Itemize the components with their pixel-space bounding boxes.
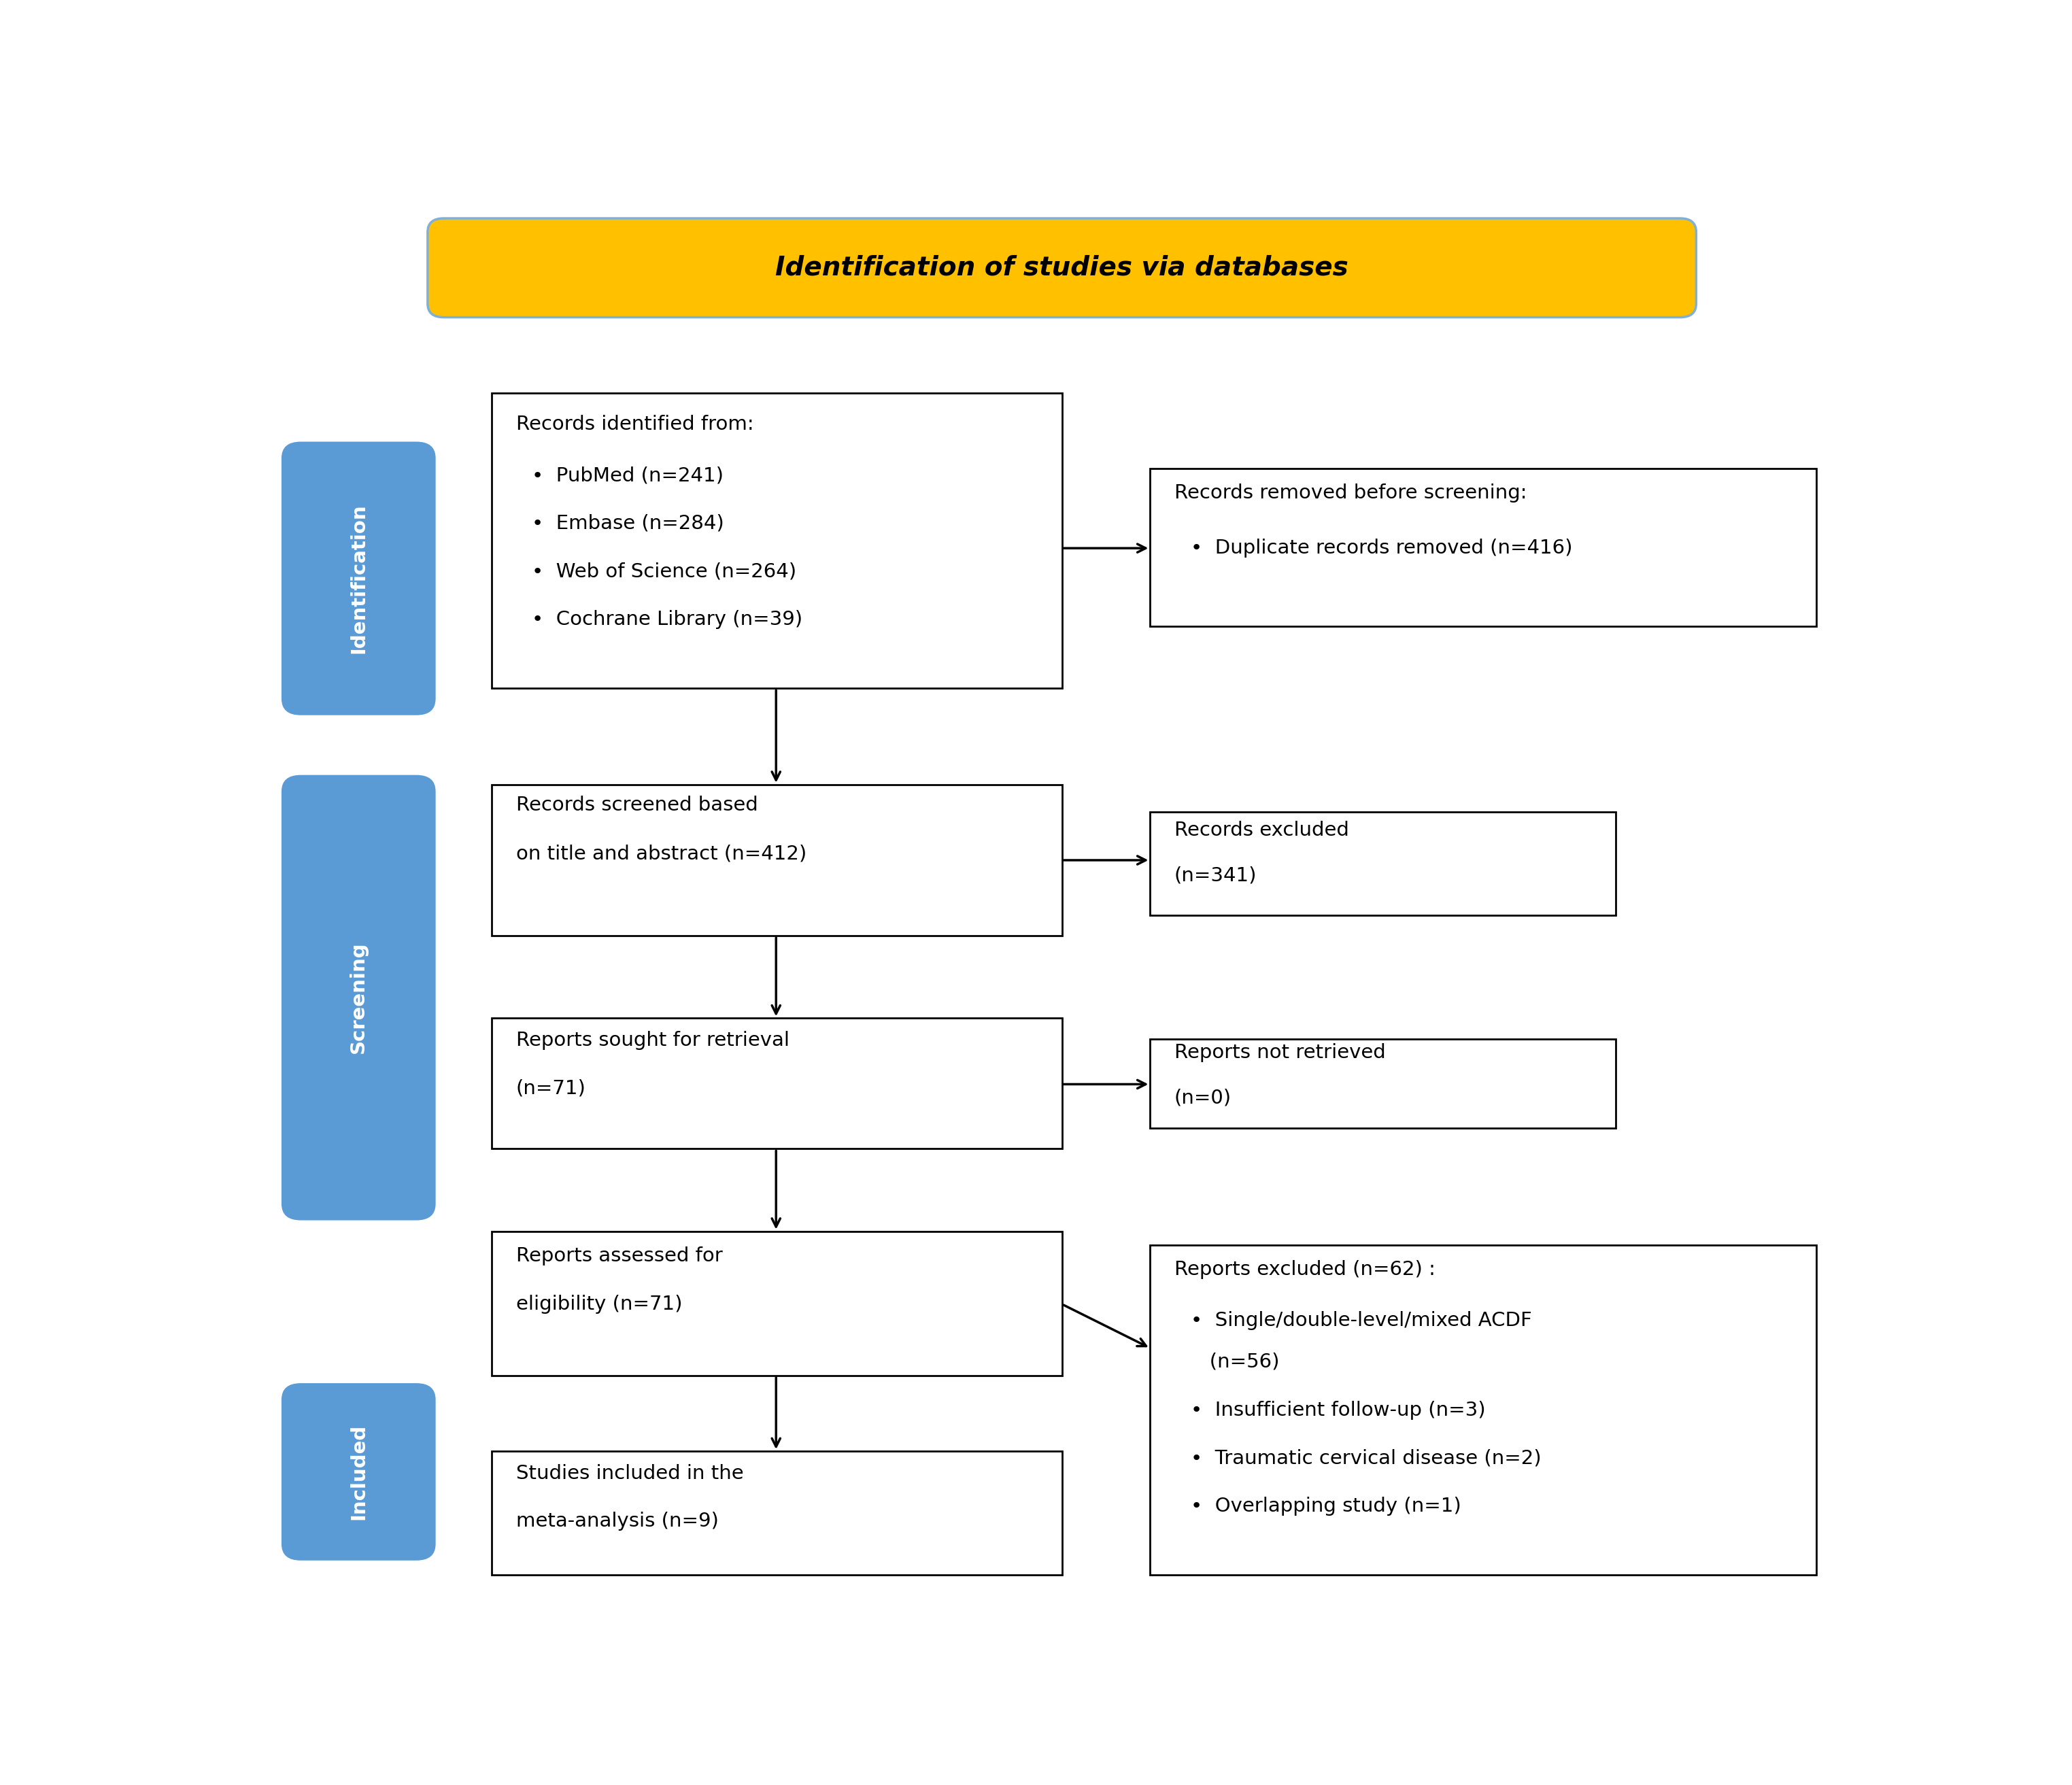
FancyBboxPatch shape — [491, 1017, 1061, 1150]
FancyBboxPatch shape — [282, 441, 435, 716]
Text: Reports excluded (n=62) :: Reports excluded (n=62) : — [1175, 1260, 1436, 1280]
Text: Records screened based: Records screened based — [516, 796, 758, 814]
Text: (n=0): (n=0) — [1175, 1089, 1231, 1107]
Text: Reports not retrieved: Reports not retrieved — [1175, 1042, 1386, 1062]
Text: eligibility (n=71): eligibility (n=71) — [516, 1294, 682, 1314]
Text: •  Cochrane Library (n=39): • Cochrane Library (n=39) — [533, 610, 802, 630]
Text: Screening: Screening — [348, 942, 369, 1053]
FancyBboxPatch shape — [1150, 1246, 1817, 1574]
Text: on title and abstract (n=412): on title and abstract (n=412) — [516, 844, 806, 862]
Text: Included: Included — [348, 1424, 369, 1519]
Text: Records removed before screening:: Records removed before screening: — [1175, 484, 1527, 503]
FancyBboxPatch shape — [282, 1383, 435, 1560]
Text: Identification: Identification — [348, 503, 369, 653]
FancyBboxPatch shape — [1150, 468, 1817, 627]
Text: Reports assessed for: Reports assessed for — [516, 1246, 723, 1266]
Text: (n=341): (n=341) — [1175, 866, 1258, 885]
Text: Reports sought for retrieval: Reports sought for retrieval — [516, 1030, 789, 1050]
Text: Records identified from:: Records identified from: — [516, 416, 754, 434]
Text: •  Traumatic cervical disease (n=2): • Traumatic cervical disease (n=2) — [1191, 1449, 1542, 1467]
Text: meta-analysis (n=9): meta-analysis (n=9) — [516, 1512, 719, 1532]
FancyBboxPatch shape — [282, 775, 435, 1221]
Text: •  Web of Science (n=264): • Web of Science (n=264) — [533, 562, 796, 582]
Text: (n=71): (n=71) — [516, 1078, 586, 1098]
Text: •  Duplicate records removed (n=416): • Duplicate records removed (n=416) — [1191, 539, 1573, 557]
Text: •  Embase (n=284): • Embase (n=284) — [533, 514, 725, 534]
FancyBboxPatch shape — [1150, 1039, 1616, 1128]
FancyBboxPatch shape — [491, 1232, 1061, 1376]
FancyBboxPatch shape — [491, 393, 1061, 689]
Text: •  Insufficient follow-up (n=3): • Insufficient follow-up (n=3) — [1191, 1401, 1486, 1419]
Text: •  Single/double-level/mixed ACDF: • Single/double-level/mixed ACDF — [1191, 1312, 1531, 1330]
FancyBboxPatch shape — [491, 785, 1061, 935]
Text: •  Overlapping study (n=1): • Overlapping study (n=1) — [1191, 1498, 1461, 1515]
FancyBboxPatch shape — [427, 218, 1697, 318]
Text: (n=56): (n=56) — [1191, 1353, 1278, 1371]
FancyBboxPatch shape — [491, 1451, 1061, 1574]
Text: Records excluded: Records excluded — [1175, 821, 1349, 839]
Text: Studies included in the: Studies included in the — [516, 1464, 744, 1483]
FancyBboxPatch shape — [1150, 812, 1616, 916]
Text: •  PubMed (n=241): • PubMed (n=241) — [533, 466, 723, 486]
Text: Identification of studies via databases: Identification of studies via databases — [775, 255, 1349, 280]
